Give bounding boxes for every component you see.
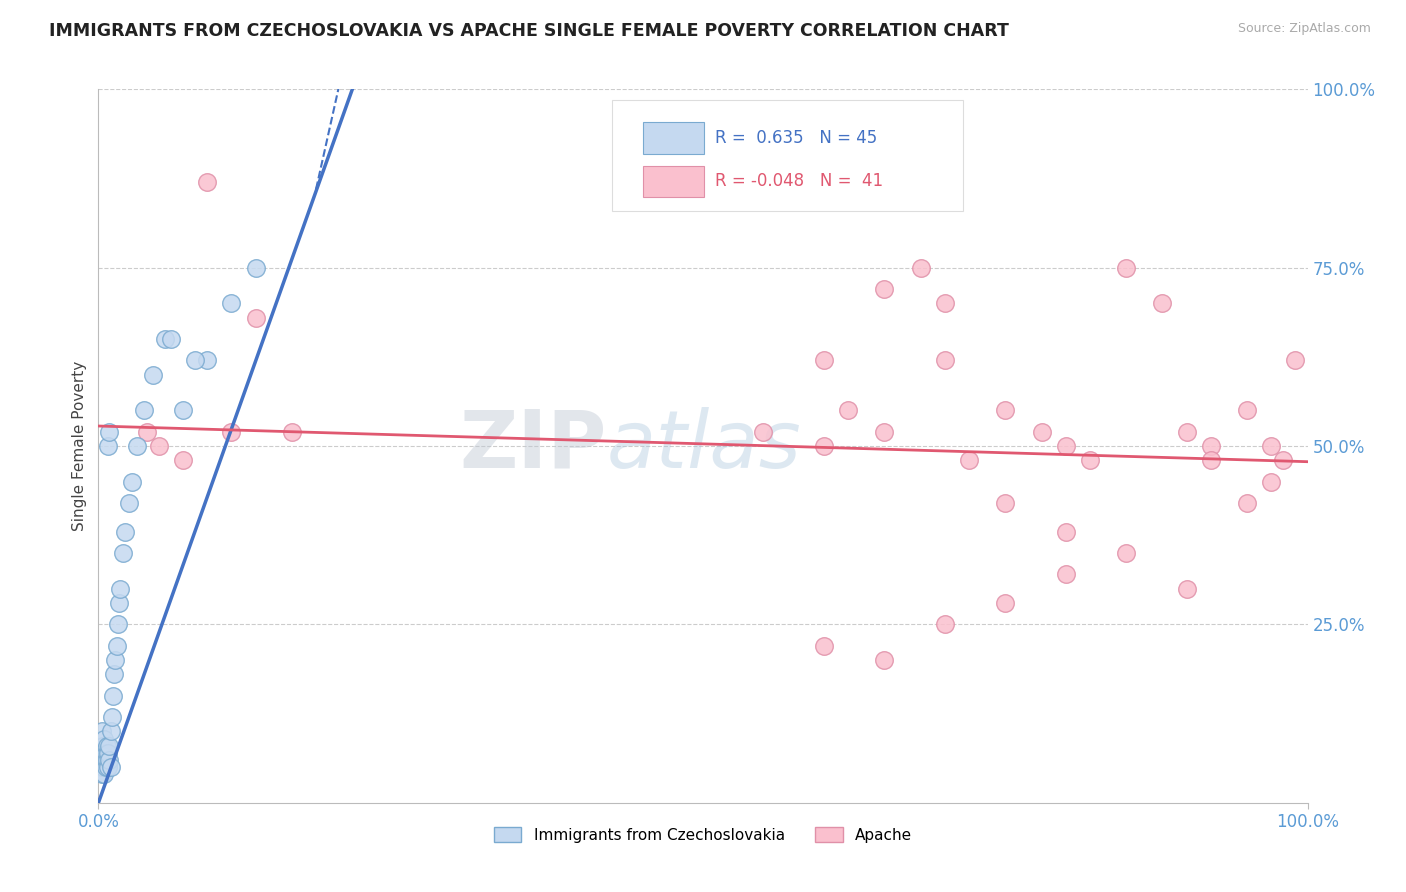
Point (121, 475, 143, 489)
Text: R = -0.048   N =  41: R = -0.048 N = 41 (716, 172, 883, 190)
Point (98, 425, 121, 439)
Point (994, 403, 1017, 417)
Text: ZIP: ZIP (458, 407, 606, 485)
Point (184, 353, 207, 368)
Legend: Immigrants from Czechoslovakia, Apache: Immigrants from Czechoslovakia, Apache (488, 821, 918, 848)
Point (994, 496, 1017, 510)
Point (108, 582, 131, 596)
Point (94, 746, 117, 760)
Point (934, 353, 956, 368)
Point (873, 653, 896, 667)
Point (89, 760, 111, 774)
Point (1175, 425, 1198, 439)
Text: atlas: atlas (606, 407, 801, 485)
Point (96, 739, 118, 753)
Point (873, 282, 896, 296)
Point (1054, 439, 1077, 453)
Point (1284, 353, 1306, 368)
Point (127, 439, 149, 453)
Point (1152, 296, 1174, 310)
Point (91, 739, 114, 753)
FancyBboxPatch shape (643, 166, 704, 197)
Point (111, 546, 134, 560)
Point (91, 760, 114, 774)
Point (934, 296, 956, 310)
Point (107, 617, 129, 632)
Point (135, 425, 157, 439)
Point (98, 739, 121, 753)
Point (934, 617, 956, 632)
Point (1115, 260, 1137, 275)
Point (93, 753, 115, 767)
Point (90, 753, 112, 767)
Point (1175, 582, 1198, 596)
Point (172, 453, 194, 467)
Point (1260, 439, 1282, 453)
Point (1236, 496, 1258, 510)
Point (91, 767, 114, 781)
Point (1054, 524, 1077, 539)
Point (1078, 453, 1101, 467)
Point (1236, 403, 1258, 417)
FancyBboxPatch shape (613, 100, 963, 211)
Point (221, 425, 243, 439)
Point (97, 439, 120, 453)
Point (97, 760, 120, 774)
Text: IMMIGRANTS FROM CZECHOSLOVAKIA VS APACHE SINGLE FEMALE POVERTY CORRELATION CHART: IMMIGRANTS FROM CZECHOSLOVAKIA VS APACHE… (49, 22, 1010, 40)
Point (245, 310, 267, 325)
Point (90, 739, 112, 753)
Point (1031, 425, 1053, 439)
Point (813, 639, 835, 653)
Point (837, 403, 859, 417)
Y-axis label: Single Female Poverty: Single Female Poverty (72, 361, 87, 531)
Point (105, 639, 128, 653)
Point (153, 332, 176, 346)
Point (195, 175, 218, 189)
Point (103, 667, 125, 681)
Point (1199, 439, 1222, 453)
Point (1115, 546, 1137, 560)
Point (100, 760, 122, 774)
Point (245, 260, 267, 275)
Point (1054, 567, 1077, 582)
Point (195, 353, 218, 368)
Point (91, 724, 114, 739)
Point (1199, 453, 1222, 467)
Point (142, 368, 165, 382)
FancyBboxPatch shape (643, 122, 704, 153)
Point (281, 425, 304, 439)
Point (1272, 453, 1295, 467)
Point (93, 767, 115, 781)
Point (160, 332, 183, 346)
Point (94, 760, 117, 774)
Point (172, 403, 194, 417)
Point (93, 731, 115, 746)
Point (98, 753, 121, 767)
Point (97, 746, 120, 760)
Point (1260, 475, 1282, 489)
Point (108, 596, 131, 610)
Point (752, 425, 775, 439)
Point (813, 353, 835, 368)
Point (148, 439, 170, 453)
Point (134, 403, 156, 417)
Point (957, 453, 980, 467)
Point (118, 496, 141, 510)
Point (101, 689, 124, 703)
Point (100, 710, 122, 724)
Point (91, 746, 114, 760)
Point (873, 425, 896, 439)
Point (104, 653, 127, 667)
Point (100, 724, 122, 739)
Point (221, 296, 243, 310)
Point (994, 596, 1017, 610)
Point (813, 439, 835, 453)
Text: R =  0.635   N = 45: R = 0.635 N = 45 (716, 129, 877, 147)
Text: Source: ZipAtlas.com: Source: ZipAtlas.com (1237, 22, 1371, 36)
Point (96, 753, 118, 767)
Point (114, 524, 136, 539)
Point (910, 260, 932, 275)
